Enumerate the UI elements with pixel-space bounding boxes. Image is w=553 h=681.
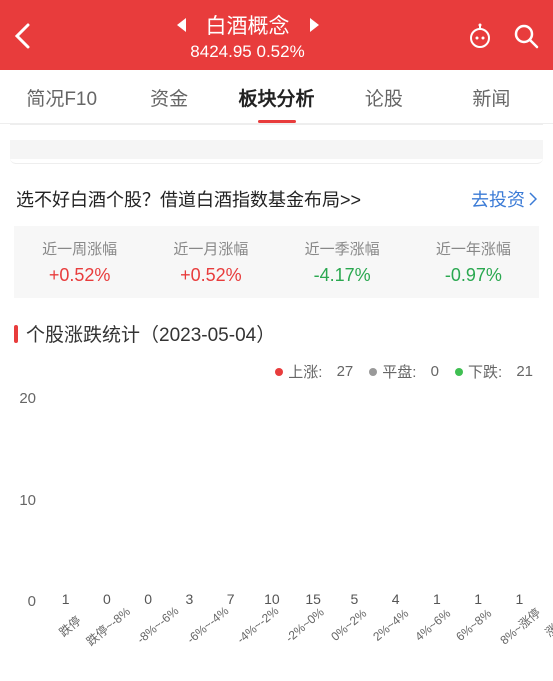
bar-value-label: 0 (144, 591, 152, 607)
bar-value-label: 1 (515, 591, 523, 607)
robot-icon[interactable] (465, 23, 495, 49)
bar-value-label: 7 (227, 591, 235, 607)
bar-value-label: 5 (350, 591, 358, 607)
bar-wrap: 5 (335, 591, 374, 610)
search-icon[interactable] (513, 23, 539, 49)
performance-grid: 近一周涨幅+0.52%近一月涨幅+0.52%近一季涨幅-4.17%近一年涨幅-0… (14, 226, 539, 298)
next-stock-icon[interactable] (310, 18, 319, 32)
perf-label: 近一季涨幅 (277, 238, 408, 259)
tab-论股[interactable]: 论股 (330, 70, 437, 123)
promo-row: 选不好白酒个股？借道白酒指数基金布局>> 去投资 (0, 172, 553, 226)
x-axis: 跌停跌停~-8%-8%~-6%-6%~-4%-4%~-2%-2%~0%0%~2%… (46, 612, 539, 660)
bar-wrap: 1 (417, 591, 456, 610)
bar-value-label: 1 (433, 591, 441, 607)
perf-cell: 近一季涨幅 -4.17% (277, 238, 408, 286)
perf-cell: 近一月涨幅 +0.52% (145, 238, 276, 286)
perf-value: +0.52% (145, 265, 276, 286)
perf-label: 近一周涨幅 (14, 238, 145, 259)
bar-chart: 20100 10037101554111 跌停跌停~-8%-8%~-6%-6%~… (40, 390, 539, 660)
bar-wrap: 4 (376, 591, 415, 610)
bar-wrap: 0 (129, 591, 168, 610)
legend-down: 下跌: 21 (455, 361, 533, 382)
perf-label: 近一年涨幅 (408, 238, 539, 259)
stock-subline: 8424.95 0.52% (190, 42, 304, 62)
section-title: 个股涨跌统计（2023-05-04） (0, 316, 553, 355)
card-placeholder (10, 124, 543, 164)
y-axis: 20 10 0 (10, 390, 36, 610)
chart-legend: 上涨: 27 平盘: 0 下跌: 21 (0, 355, 553, 390)
bar-wrap: 1 (459, 591, 498, 610)
perf-value: +0.52% (14, 265, 145, 286)
tabs: 简况F10资金板块分析论股新闻 (0, 70, 553, 124)
perf-cell: 近一年涨幅 -0.97% (408, 238, 539, 286)
perf-value: -4.17% (277, 265, 408, 286)
bar-value-label: 0 (103, 591, 111, 607)
app-header: 白酒概念 8424.95 0.52% (0, 0, 553, 70)
promo-link[interactable]: 去投资 (471, 186, 537, 212)
y-tick: 10 (19, 492, 36, 509)
bar-value-label: 1 (474, 591, 482, 607)
tab-资金[interactable]: 资金 (115, 70, 222, 123)
bars-container: 10037101554111 (46, 394, 539, 610)
legend-up: 上涨: 27 (275, 361, 353, 382)
tab-板块分析[interactable]: 板块分析 (223, 70, 330, 123)
prev-stock-icon[interactable] (177, 18, 186, 32)
perf-value: -0.97% (408, 265, 539, 286)
legend-flat: 平盘: 0 (369, 361, 439, 382)
perf-label: 近一月涨幅 (145, 238, 276, 259)
perf-cell: 近一周涨幅 +0.52% (14, 238, 145, 286)
bar-value-label: 3 (185, 591, 193, 607)
tab-简况F10[interactable]: 简况F10 (8, 70, 115, 123)
stock-title: 白酒概念 (206, 10, 290, 40)
back-icon[interactable] (14, 23, 30, 49)
bar-value-label: 1 (62, 591, 70, 607)
y-tick: 0 (28, 593, 36, 610)
tab-新闻[interactable]: 新闻 (438, 70, 545, 123)
y-tick: 20 (19, 390, 36, 407)
x-label: 8%~涨停 (496, 604, 553, 672)
bar-value-label: 4 (392, 591, 400, 607)
promo-text: 选不好白酒个股？借道白酒指数基金布局>> (16, 186, 361, 212)
bar-wrap: 1 (46, 591, 85, 610)
